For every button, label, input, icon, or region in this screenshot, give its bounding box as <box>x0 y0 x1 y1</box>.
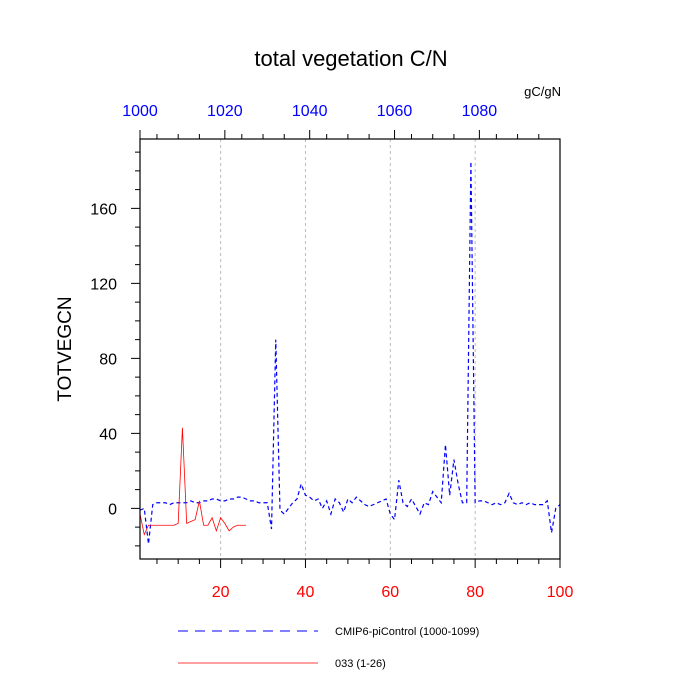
y-tick-label-0: 0 <box>108 501 117 518</box>
x-tick-label-40: 40 <box>297 584 315 601</box>
legend-label-033: 033 (1-26) <box>335 658 386 670</box>
minor-ticks <box>135 134 540 564</box>
chart-title: total vegetation C/N <box>254 46 447 71</box>
series-line-1 <box>140 427 247 536</box>
grid-lines <box>220 139 476 559</box>
legend: CMIP6-piControl (1000-1099) 033 (1-26) <box>178 626 479 670</box>
x-top-tick-label-1040: 1040 <box>292 103 328 120</box>
x-tick-label-60: 60 <box>381 584 399 601</box>
x-tick-label-20: 20 <box>212 584 230 601</box>
tick-labels: 20 40 60 80 100 1000 1020 1040 1060 1080 0 40 80 120 1… <box>90 103 573 601</box>
y-tick-label-120: 120 <box>90 276 117 293</box>
y-tick-label-80: 80 <box>99 351 117 368</box>
series-layer <box>140 161 560 545</box>
x-top-tick-label-1060: 1060 <box>377 103 413 120</box>
major-ticks <box>131 130 561 568</box>
legend-label-piControl: CMIP6-piControl (1000-1099) <box>335 626 479 638</box>
units-label: gC/gN <box>524 84 561 99</box>
x-tick-label-100: 100 <box>547 584 574 601</box>
x-top-tick-label-1020: 1020 <box>207 103 243 120</box>
plot-frame <box>139 138 561 560</box>
series-line-0 <box>140 161 560 545</box>
x-top-tick-label-1080: 1080 <box>462 103 498 120</box>
x-tick-label-80: 80 <box>466 584 484 601</box>
x-top-tick-label-1000: 1000 <box>122 103 158 120</box>
y-tick-label-40: 40 <box>99 426 117 443</box>
y-tick-label-160: 160 <box>90 201 117 218</box>
y-axis-label: TOTVEGCN <box>55 296 76 401</box>
